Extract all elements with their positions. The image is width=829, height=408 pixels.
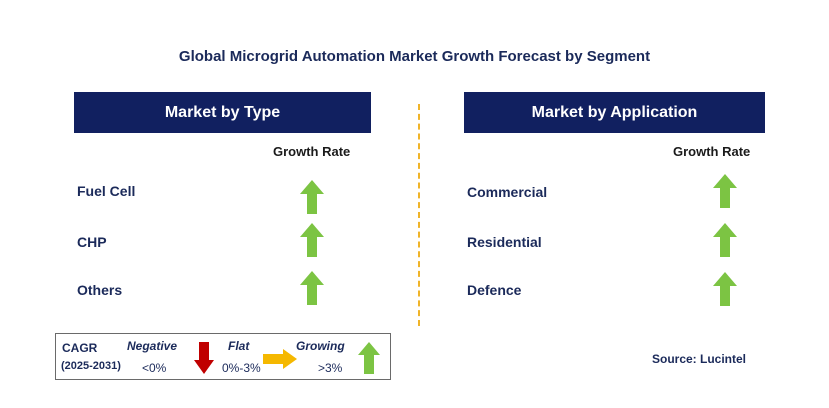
row-label-commercial: Commercial <box>467 184 548 200</box>
row-label-others: Others <box>77 282 123 298</box>
legend-period: (2025-2031) <box>61 360 121 372</box>
source-note: Source: Lucintel <box>652 352 747 366</box>
legend-flat-range: 0%-3% <box>222 361 261 375</box>
panel-header-type: Market by Type <box>74 92 371 133</box>
legend-growing-label: Growing <box>296 339 345 353</box>
legend-growing-range: >3% <box>318 361 343 375</box>
up-arrow-icon <box>300 180 324 214</box>
legend-negative-range: <0% <box>142 361 167 375</box>
row-label-residential: Residential <box>467 234 542 250</box>
growth-rate-header-application: Growth Rate <box>673 144 751 159</box>
up-arrow-icon <box>300 271 324 305</box>
legend-cagr-label: CAGR <box>62 341 98 355</box>
up-arrow-icon <box>358 342 380 374</box>
right-arrow-icon <box>263 349 297 369</box>
legend-negative-label: Negative <box>127 339 178 353</box>
row-label-fuel-cell: Fuel Cell <box>77 183 136 199</box>
panel-divider <box>418 104 420 326</box>
legend-flat-label: Flat <box>228 339 250 353</box>
page-title: Global Microgrid Automation Market Growt… <box>178 48 651 65</box>
cagr-legend: CAGR (2025-2031) Negative <0% Flat 0%-3%… <box>55 333 391 380</box>
down-arrow-icon <box>194 342 214 374</box>
up-arrow-icon <box>300 223 324 257</box>
row-label-defence: Defence <box>467 282 522 298</box>
up-arrow-icon <box>713 223 737 257</box>
up-arrow-icon <box>713 174 737 208</box>
row-label-chp: CHP <box>77 234 107 250</box>
growth-rate-header-type: Growth Rate <box>273 144 351 159</box>
panel-header-application: Market by Application <box>464 92 765 133</box>
up-arrow-icon <box>713 272 737 306</box>
